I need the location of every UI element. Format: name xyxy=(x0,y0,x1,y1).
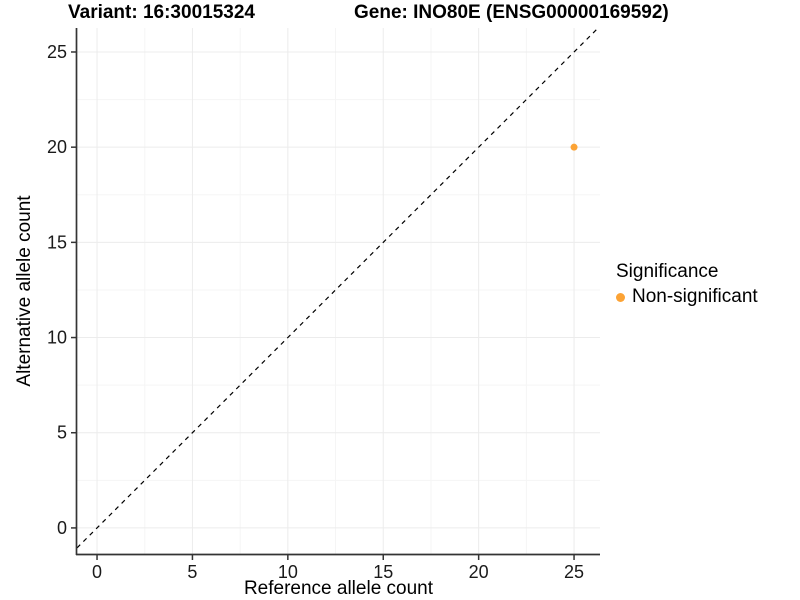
svg-text:20: 20 xyxy=(469,562,489,582)
data-points xyxy=(570,143,578,151)
legend-key-dot xyxy=(616,292,625,302)
x-tick-labels: 0 5 10 15 20 25 xyxy=(92,562,584,582)
svg-text:0: 0 xyxy=(57,518,67,538)
tick-marks xyxy=(71,51,575,560)
svg-text:25: 25 xyxy=(564,562,584,582)
legend: Significance Non-significant xyxy=(613,261,758,308)
identity-line xyxy=(76,27,599,549)
legend-item-label: Non-significant xyxy=(632,286,758,307)
svg-text:15: 15 xyxy=(47,232,67,252)
grid-minor xyxy=(77,28,600,554)
data-point-non-significant xyxy=(570,143,578,151)
svg-text:5: 5 xyxy=(57,423,67,443)
svg-text:25: 25 xyxy=(47,42,67,62)
svg-text:0: 0 xyxy=(92,562,102,582)
svg-text:5: 5 xyxy=(187,562,197,582)
svg-text:10: 10 xyxy=(278,562,298,582)
y-axis-label: Alternative allele count xyxy=(14,195,35,387)
legend-item-non-significant: Non-significant xyxy=(613,286,758,308)
grid-major xyxy=(77,28,600,554)
y-tick-labels: 0 5 10 15 20 25 xyxy=(47,42,67,538)
svg-text:20: 20 xyxy=(47,137,67,157)
svg-text:15: 15 xyxy=(373,562,393,582)
gene-title: Gene: INO80E (ENSG00000169592) xyxy=(354,2,669,23)
variant-title: Variant: 16:30015324 xyxy=(68,2,255,23)
legend-title: Significance xyxy=(616,261,719,282)
svg-text:10: 10 xyxy=(47,328,67,348)
x-axis-label: Reference allele count xyxy=(243,578,434,599)
